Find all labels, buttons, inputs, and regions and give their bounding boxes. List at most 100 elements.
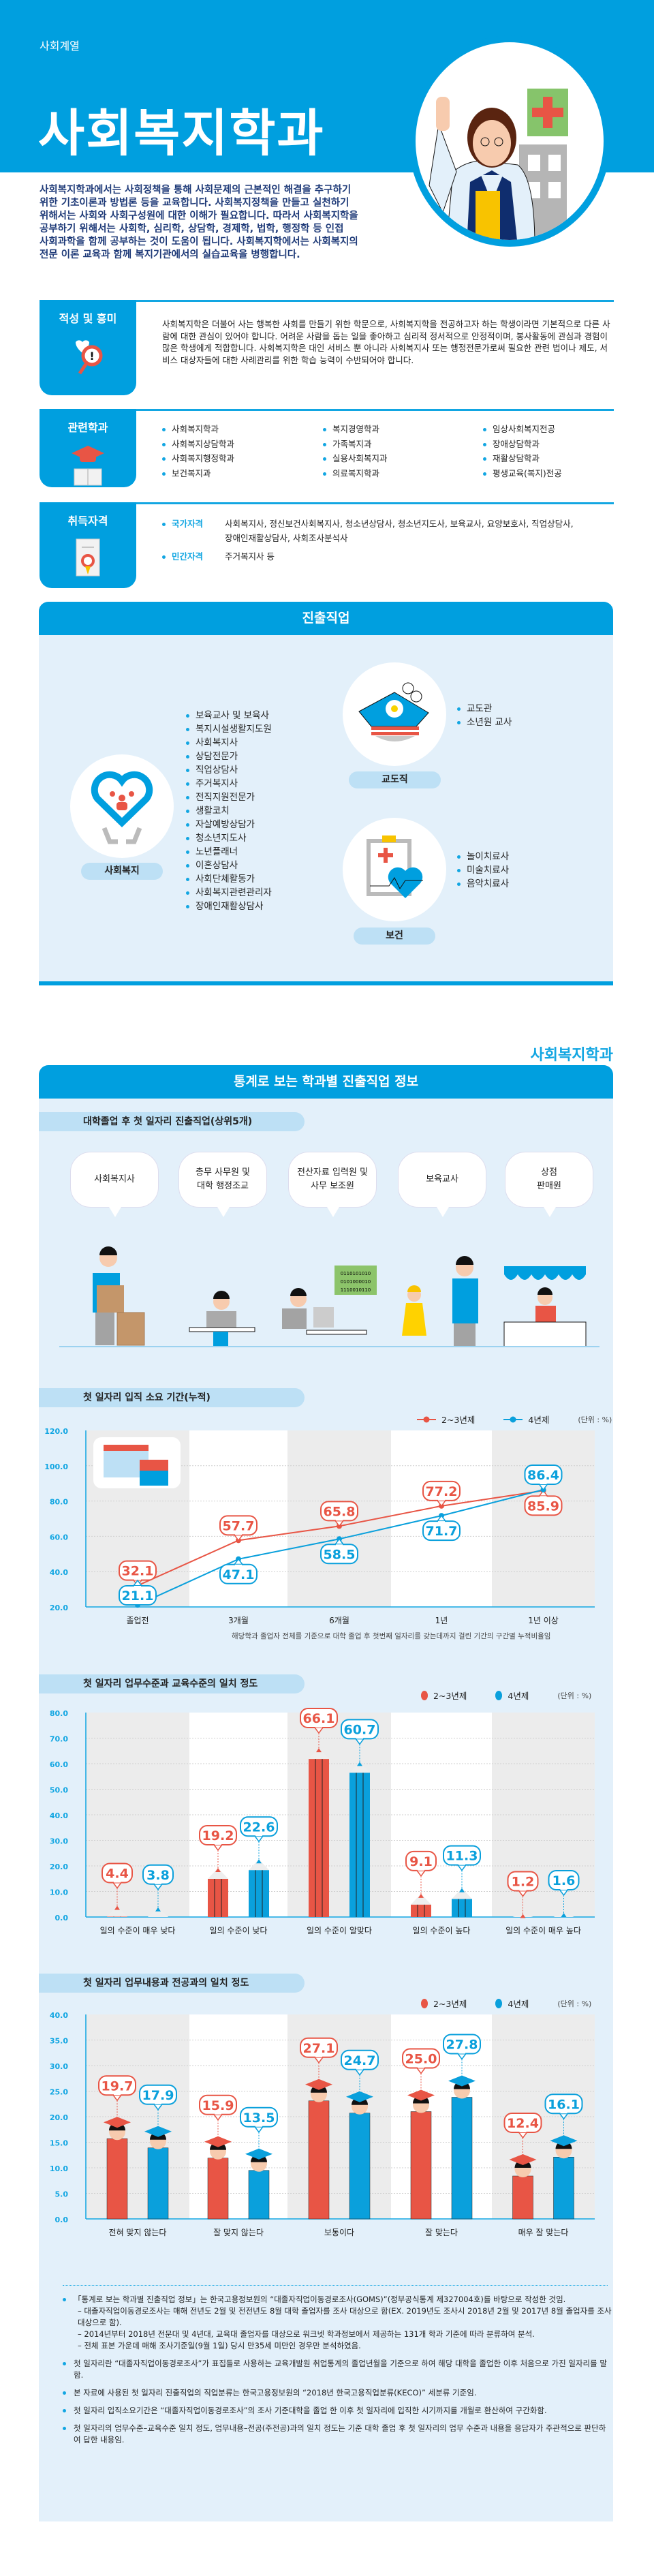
calendar-briefcase-icon <box>93 1437 181 1488</box>
legend-dot <box>421 1690 428 1700</box>
job-name: 자살예방상담가 <box>196 819 255 830</box>
data-label: 11.3 <box>443 1845 481 1871</box>
job-item: 교도관 <box>457 702 512 716</box>
data-label: 19.7 <box>98 2075 136 2102</box>
intro-line: 사회복지학과에서는 사회정책을 통해 사회문제의 근본적인 해결을 추구하기 <box>40 185 352 196</box>
national-license-label: 국가자격 <box>172 519 204 529</box>
intro-line: 공부하기 위해서는 사회학, 심리학, 상담학, 경제학, 법학, 행정학 등 … <box>40 224 344 234</box>
y-tick-label: 10.0 <box>50 2164 68 2173</box>
bullet-icon <box>186 891 189 895</box>
x-tick-label: 전혀 맞지 않는다 <box>109 2228 167 2237</box>
clipboard-heart-icon <box>367 835 423 898</box>
job-bubble: 보육교사 <box>398 1152 486 1217</box>
aptitude-tab: 적성 및 흥미 ! <box>40 300 136 395</box>
job-name: 사회복지사 <box>196 737 238 748</box>
chart3-title: 첫 일자리 업무내용과 전공과의 일치 정도 <box>39 1974 305 1993</box>
x-tick-label: 6개월 <box>329 1616 349 1625</box>
data-label: 17.9 <box>139 2084 177 2111</box>
data-label: 85.9 <box>524 1490 563 1516</box>
related-major: 임상사회복지전공 <box>483 422 562 437</box>
bar-4yr <box>448 2075 476 2220</box>
x-tick-label: 매우 잘 맞는다 <box>518 2228 569 2237</box>
chart1-legend: 2~3년제 4년제 (단위 : %) <box>417 1413 612 1426</box>
job-name: 보육교사 및 보육사 <box>196 710 269 721</box>
note-text: 본 자료에 사용된 첫 일자리 진출직업의 직업분류는 한국고용정보원의 “20… <box>74 2388 477 2397</box>
related-major: 사회복지행정학과 <box>162 451 234 466</box>
bullet-icon <box>186 823 189 827</box>
welfare-label: 사회복지 <box>81 863 163 880</box>
data-label: 19.2 <box>199 1825 237 1852</box>
data-label: 66.1 <box>300 1708 338 1734</box>
bullet-icon <box>457 882 461 886</box>
corrections-job-list: 교도관 소년원 교사 <box>457 702 512 729</box>
job-name: 복지시설생활지도원 <box>196 724 272 735</box>
y-tick-label: 10.0 <box>50 1888 68 1897</box>
svg-text:60.7: 60.7 <box>344 1722 376 1737</box>
note-sub: – 2014년부터 2018년 전문대 및 4년대, 교육대 졸업자를 대상으로… <box>78 2329 535 2339</box>
job-bubble: 사회복지사 <box>70 1152 159 1217</box>
national-license: 국가자격 사회복지사, 정신보건사회복지사, 청소년상담사, 청소년지도사, 보… <box>162 517 608 545</box>
bullet-icon <box>186 754 189 758</box>
svg-text:86.4: 86.4 <box>527 1468 559 1483</box>
x-tick-label: 잘 맞지 않는다 <box>213 2228 264 2237</box>
svg-text:4.4: 4.4 <box>106 1867 129 1882</box>
svg-text:16.1: 16.1 <box>548 2097 580 2112</box>
job-name: 놀이치료사 <box>467 851 510 862</box>
bullet-icon <box>186 714 189 718</box>
data-label: 22.6 <box>240 1816 278 1843</box>
note-sub: – 대졸자직업이동경로조사는 매해 전년도 2월 및 전전년도 8월 대학 졸업… <box>78 2306 612 2327</box>
jobs-illustration: 0110101010 0101000010 1110010110 <box>59 1246 600 1347</box>
y-tick-label: 0.0 <box>55 1914 69 1922</box>
bullet-icon <box>323 457 326 461</box>
data-label: 60.7 <box>341 1719 379 1745</box>
y-tick-label: 30.0 <box>50 2062 68 2071</box>
svg-text:85.9: 85.9 <box>527 1499 559 1514</box>
y-tick-label: 50.0 <box>50 1786 68 1795</box>
svg-text:27.8: 27.8 <box>446 2038 478 2053</box>
data-label: 1.6 <box>548 1870 580 1897</box>
job-name: 장애인재활상담사 <box>196 901 264 912</box>
legend-item-2-3yr: 2~3년제 <box>421 1997 467 2010</box>
y-tick-label: 20.0 <box>50 2113 68 2122</box>
related-major: 복지경영학과 <box>323 422 388 437</box>
bullet-icon <box>186 768 189 772</box>
related-major: 의료복지학과 <box>323 466 388 481</box>
job-item: 자살예방상담가 <box>186 818 272 831</box>
data-label: 47.1 <box>219 1558 258 1584</box>
job-bubble: 상점 판매원 <box>505 1152 593 1217</box>
heart-hands-icon <box>91 771 153 844</box>
data-label: 77.2 <box>422 1480 461 1507</box>
x-tick-label: 일의 수준이 매우 낮다 <box>100 1926 176 1935</box>
data-label: 1.2 <box>507 1871 539 1897</box>
health-label: 보건 <box>354 927 435 945</box>
bar-2-3yr <box>407 2089 435 2220</box>
data-label: 71.7 <box>422 1514 461 1542</box>
y-tick-label: 120.0 <box>44 1427 68 1436</box>
svg-text:24.7: 24.7 <box>344 2053 376 2068</box>
chart-lead-time: 20.0 40.0 60.0 80.0 100.0 120.0 졸업전 3개월 6개월 1년 1년 … <box>44 1427 595 1625</box>
bullet-icon <box>186 850 189 854</box>
job-name: 노년플래너 <box>196 846 238 857</box>
x-tick-label: 일의 수준이 알맞다 <box>307 1926 372 1935</box>
svg-text:47.1: 47.1 <box>223 1567 255 1582</box>
related-major: 실용사회복지과 <box>323 451 388 466</box>
heart-magnifier-icon: ! <box>76 340 103 375</box>
svg-text:9.1: 9.1 <box>409 1854 433 1869</box>
notes-list: 「통계로 보는 학과별 진출직업 정보」는 한국고용정보원의 “대졸자직업이동경… <box>63 2294 612 2452</box>
bar-2-3yr <box>411 1893 431 1917</box>
private-license-label: 민간자격 <box>172 551 204 562</box>
related-majors-label: 관련학과 <box>67 421 108 434</box>
legend-dot <box>495 1690 503 1700</box>
job-item: 청소년지도사 <box>186 831 272 845</box>
y-tick-label: 20.0 <box>50 1862 68 1871</box>
data-label: 21.1 <box>119 1579 157 1606</box>
y-tick-label: 40.0 <box>50 1568 68 1577</box>
related-major: 재활상담학과 <box>483 451 562 466</box>
y-tick-label: 100.0 <box>44 1462 68 1471</box>
data-label: 65.8 <box>320 1501 358 1527</box>
health-job-list: 놀이치료사 미술치료사 음악치료사 <box>457 850 509 891</box>
svg-text:1.6: 1.6 <box>552 1873 576 1888</box>
svg-text:77.2: 77.2 <box>426 1484 458 1499</box>
related-major: 가족복지과 <box>323 437 388 452</box>
bar-2-3yr <box>104 2117 131 2220</box>
